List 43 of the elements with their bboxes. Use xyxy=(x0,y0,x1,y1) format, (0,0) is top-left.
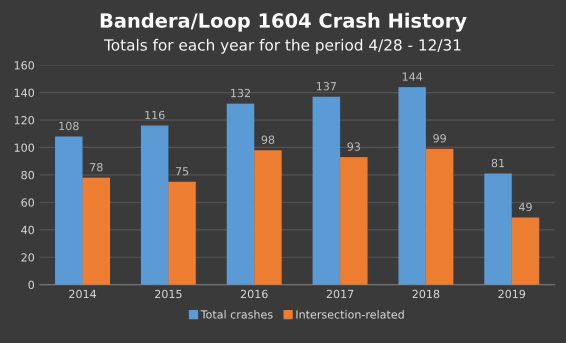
y-tick-label: 140 xyxy=(14,88,34,97)
data-label: 144 xyxy=(402,72,422,81)
data-label: 132 xyxy=(231,88,250,98)
x-tick-label: 2017 xyxy=(326,290,354,298)
data-label: 108 xyxy=(59,122,79,130)
chart-title: Bandera/Loop 1604 Crash History xyxy=(100,12,467,32)
y-tick-label: 80 xyxy=(21,170,34,180)
x-tick-label: 2016 xyxy=(240,290,268,298)
bar xyxy=(254,150,282,285)
bar xyxy=(340,157,368,285)
bar xyxy=(398,87,426,285)
y-tick-label: 20 xyxy=(21,253,34,262)
bar xyxy=(426,148,454,285)
legend-label: Intersection-related xyxy=(296,310,404,319)
bar xyxy=(55,136,83,285)
data-label: 81 xyxy=(492,158,504,168)
legend-label: Total crashes xyxy=(200,310,273,319)
bar xyxy=(226,104,254,285)
x-tick-label: 2019 xyxy=(498,290,526,298)
bar xyxy=(512,217,540,285)
bar xyxy=(484,174,512,285)
bar xyxy=(140,126,168,285)
bar xyxy=(168,182,196,285)
data-label: 93 xyxy=(347,142,360,151)
y-tick-label: 0 xyxy=(28,280,34,290)
bar xyxy=(312,96,340,285)
data-label: 116 xyxy=(145,110,165,120)
x-tick-label: 2015 xyxy=(155,290,182,298)
bar xyxy=(82,178,110,285)
data-label: 49 xyxy=(518,202,532,212)
y-tick-label: 120 xyxy=(14,116,34,124)
data-label: 99 xyxy=(433,134,446,143)
y-tick-label: 160 xyxy=(14,61,34,70)
y-tick-label: 60 xyxy=(21,198,34,207)
chart-subtitle: Totals for each year for the period 4/28 - 12/31 xyxy=(104,38,461,54)
x-tick-label: 2014 xyxy=(69,290,96,298)
data-label: 78 xyxy=(90,162,103,172)
y-tick-label: 40 xyxy=(21,226,34,234)
data-label: 137 xyxy=(316,82,336,90)
y-tick-label: 100 xyxy=(14,143,34,152)
x-tick-label: 2018 xyxy=(412,290,440,298)
data-label: 75 xyxy=(176,167,188,176)
data-label: 98 xyxy=(262,136,274,144)
